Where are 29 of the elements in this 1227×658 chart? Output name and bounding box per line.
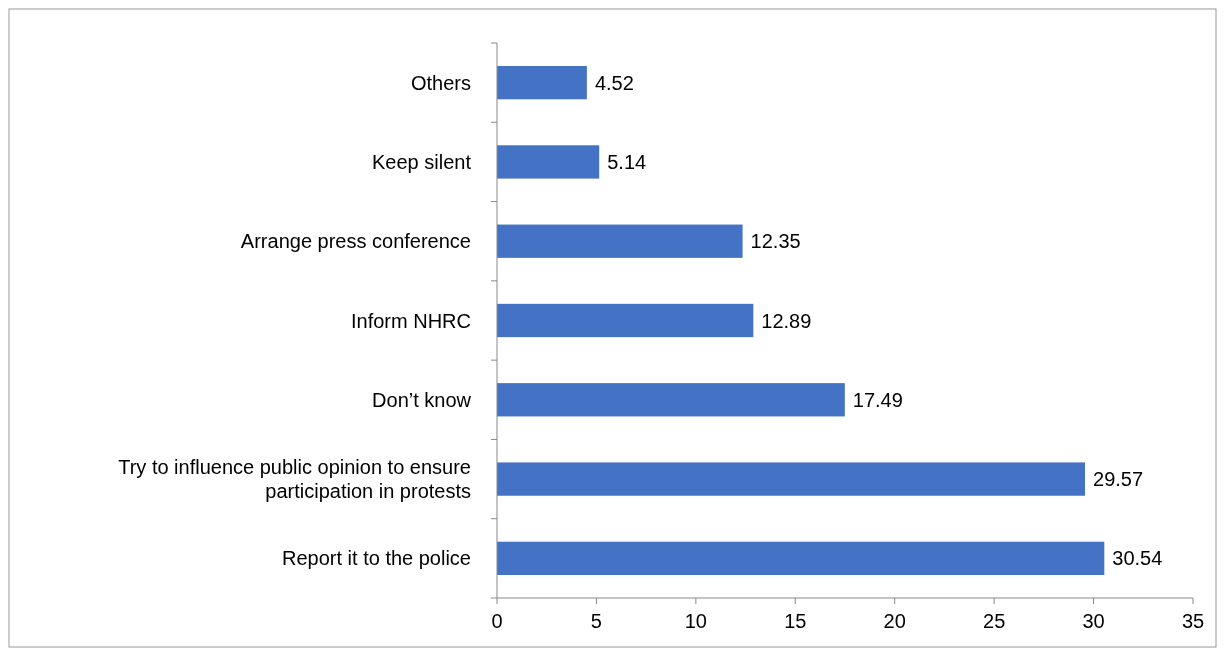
y-tick-label: Don’t know: [372, 388, 472, 411]
data-label: 29.57: [1093, 468, 1144, 491]
bar: [497, 65, 587, 100]
x-tick-label: 20: [883, 610, 906, 632]
x-tick-label: 0: [491, 610, 503, 632]
data-label: 17.49: [852, 388, 903, 411]
x-tick-label: 5: [590, 610, 602, 632]
data-label: 30.54: [1112, 547, 1163, 570]
y-tick-label: Report it to the police: [282, 547, 471, 570]
y-tick-label: Keep silent: [372, 150, 472, 173]
x-tick-label: 25: [983, 610, 1006, 632]
y-tick-label: Arrange press conference: [240, 230, 471, 253]
data-label: 5.14: [607, 150, 647, 173]
bar: [497, 383, 845, 417]
y-tick-label: Others: [410, 71, 471, 94]
y-tick-label: Try to influence public opinion to ensure participation in protests: [118, 456, 471, 503]
x-tick-label: 35: [1181, 610, 1205, 632]
bar: [497, 224, 743, 258]
x-tick-label: 15: [784, 610, 807, 632]
y-tick-label: Inform NHRC: [350, 309, 471, 332]
bar: [497, 541, 1105, 576]
bar: [497, 145, 600, 179]
data-label: 12.35: [750, 230, 801, 253]
data-label: 4.52: [594, 71, 634, 94]
bar: [497, 303, 754, 338]
bar: [497, 462, 1086, 496]
data-label: 12.89: [761, 309, 812, 332]
x-tick-label: 30: [1082, 610, 1105, 632]
x-tick-label: 10: [684, 610, 707, 632]
